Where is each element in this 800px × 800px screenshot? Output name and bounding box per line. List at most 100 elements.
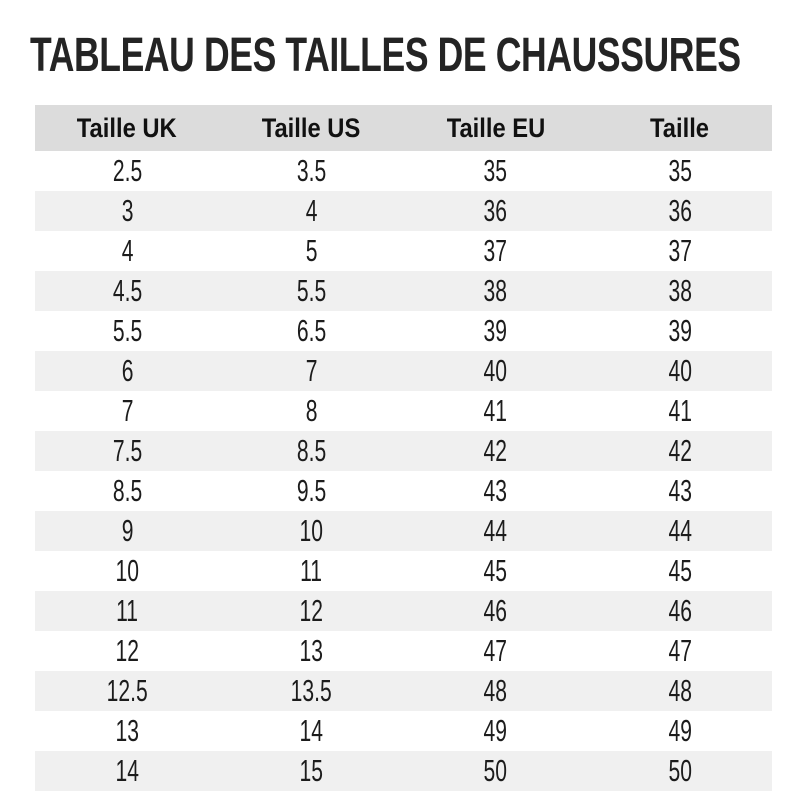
table-cell-us: 15 xyxy=(219,751,404,791)
cell-value: 50 xyxy=(483,753,508,788)
cell-value: 49 xyxy=(483,713,508,748)
table-cell-uk: 10 xyxy=(35,551,220,591)
table-cell-eu: 42 xyxy=(403,431,588,471)
table-row: 11 12 46 46 xyxy=(35,591,772,631)
table-head: Taille UK Taille US Taille EU Taille xyxy=(35,105,772,151)
table-cell-eu: 37 xyxy=(403,231,588,271)
table-cell-taille: 37 xyxy=(587,231,772,271)
table-cell-eu: 45 xyxy=(403,551,588,591)
cell-value: 48 xyxy=(668,673,692,708)
table-cell-us: 5 xyxy=(219,231,404,271)
cell-value: 48 xyxy=(483,673,508,708)
cell-value: 12 xyxy=(299,593,324,628)
table-row: 9 10 44 44 xyxy=(35,511,772,551)
cell-value: 46 xyxy=(668,593,692,628)
cell-value: 8.5 xyxy=(296,433,327,468)
cell-value: 4.5 xyxy=(112,273,142,308)
cell-value: 12 xyxy=(115,633,139,668)
table-cell-uk: 7 xyxy=(35,391,220,431)
cell-value: 3 xyxy=(121,193,133,228)
cell-value: 15 xyxy=(299,753,324,788)
table-row: 12 13 47 47 xyxy=(35,631,772,671)
cell-value: 4 xyxy=(121,233,133,268)
table-cell-uk: 4.5 xyxy=(35,271,220,311)
table-cell-eu: 47 xyxy=(403,631,588,671)
table-cell-us: 14 xyxy=(219,711,404,751)
cell-value: 14 xyxy=(115,753,139,788)
cell-value: 7.5 xyxy=(112,433,142,468)
cell-value: 45 xyxy=(668,553,692,588)
table-cell-uk: 12 xyxy=(35,631,220,671)
cell-value: 47 xyxy=(668,633,692,668)
table-row: 7.5 8.5 42 42 xyxy=(35,431,772,471)
table-cell-us: 11 xyxy=(219,551,404,591)
column-header-label: Taille xyxy=(650,112,710,143)
cell-value: 35 xyxy=(668,153,692,188)
cell-value: 7 xyxy=(121,393,133,428)
table-cell-eu: 44 xyxy=(403,511,588,551)
table-row: 4 5 37 37 xyxy=(35,231,772,271)
cell-value: 46 xyxy=(483,593,508,628)
cell-value: 3.5 xyxy=(296,153,327,188)
cell-value: 6.5 xyxy=(296,313,327,348)
cell-value: 10 xyxy=(115,553,139,588)
table-cell-uk: 12.5 xyxy=(35,671,220,711)
table-cell-taille: 42 xyxy=(587,431,772,471)
table-cell-eu: 38 xyxy=(403,271,588,311)
table-cell-uk: 3 xyxy=(35,191,220,231)
cell-value: 39 xyxy=(483,313,508,348)
table-cell-us: 6.5 xyxy=(219,311,404,351)
table-cell-us: 7 xyxy=(219,351,404,391)
cell-value: 45 xyxy=(483,553,508,588)
cell-value: 38 xyxy=(668,273,692,308)
cell-value: 2.5 xyxy=(112,153,142,188)
cell-value: 42 xyxy=(668,433,692,468)
column-header-label: Taille US xyxy=(262,112,361,143)
cell-value: 8.5 xyxy=(112,473,142,508)
cell-value: 44 xyxy=(483,513,508,548)
column-header-taille-us: Taille US xyxy=(219,105,404,151)
table-cell-us: 3.5 xyxy=(219,151,404,191)
table-cell-eu: 39 xyxy=(403,311,588,351)
column-header-label: Taille EU xyxy=(446,112,545,143)
cell-value: 39 xyxy=(668,313,692,348)
table-cell-uk: 11 xyxy=(35,591,220,631)
table-cell-us: 13 xyxy=(219,631,404,671)
table-cell-us: 9.5 xyxy=(219,471,404,511)
cell-value: 36 xyxy=(483,193,508,228)
table-cell-us: 13.5 xyxy=(219,671,404,711)
table-cell-uk: 9 xyxy=(35,511,220,551)
table-cell-uk: 4 xyxy=(35,231,220,271)
cell-value: 14 xyxy=(299,713,324,748)
table-cell-eu: 50 xyxy=(403,751,588,791)
table-row: 5.5 6.5 39 39 xyxy=(35,311,772,351)
table-cell-taille: 45 xyxy=(587,551,772,591)
table-row: 4.5 5.5 38 38 xyxy=(35,271,772,311)
table-cell-taille: 38 xyxy=(587,271,772,311)
table-cell-taille: 36 xyxy=(587,191,772,231)
cell-value: 43 xyxy=(483,473,508,508)
table-cell-eu: 46 xyxy=(403,591,588,631)
column-header-taille-uk: Taille UK xyxy=(35,105,220,151)
cell-value: 13 xyxy=(115,713,139,748)
cell-value: 40 xyxy=(668,353,692,388)
table-cell-taille: 41 xyxy=(587,391,772,431)
cell-value: 12.5 xyxy=(106,673,148,708)
table-cell-eu: 40 xyxy=(403,351,588,391)
cell-value: 11 xyxy=(300,553,323,588)
table-cell-us: 5.5 xyxy=(219,271,404,311)
cell-value: 5 xyxy=(305,233,318,268)
cell-value: 38 xyxy=(483,273,508,308)
cell-value: 49 xyxy=(668,713,692,748)
table-cell-taille: 44 xyxy=(587,511,772,551)
cell-value: 37 xyxy=(668,233,692,268)
table-cell-us: 8 xyxy=(219,391,404,431)
table-cell-us: 10 xyxy=(219,511,404,551)
page-title: TABLEAU DES TAILLES DE CHAUSSURES xyxy=(30,29,741,82)
table-cell-taille: 46 xyxy=(587,591,772,631)
cell-value: 5.5 xyxy=(112,313,142,348)
table-row: 14 15 50 50 xyxy=(35,751,772,791)
table-row: 13 14 49 49 xyxy=(35,711,772,751)
cell-value: 9 xyxy=(121,513,133,548)
column-header-taille: Taille xyxy=(587,105,772,151)
